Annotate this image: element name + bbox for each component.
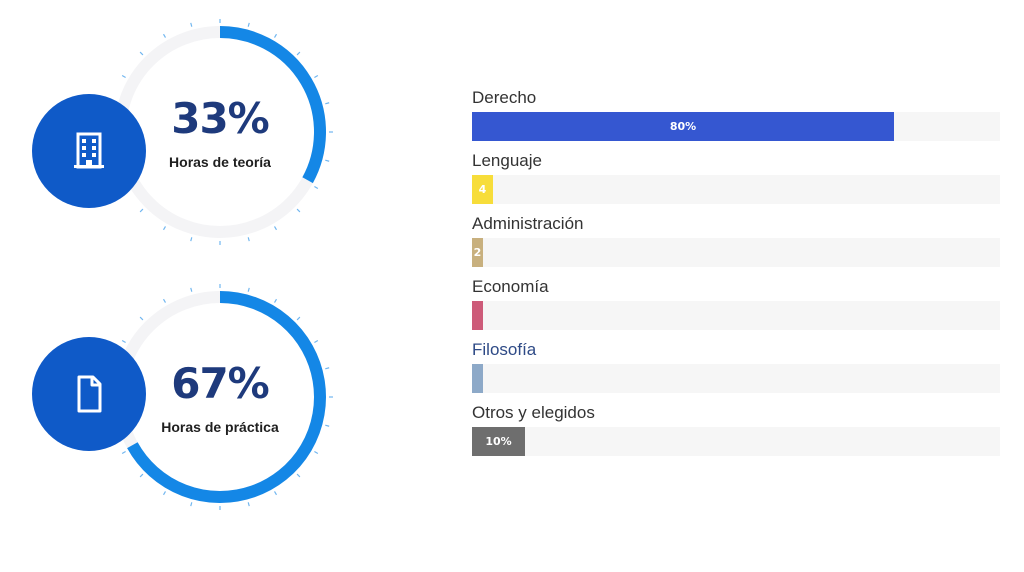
- gauge-tick: [139, 51, 144, 56]
- gauge-tick: [273, 226, 278, 231]
- gauge-tick: [247, 237, 250, 242]
- bar-fill: 10%: [472, 427, 525, 456]
- bar-row: Administración 2: [472, 212, 1000, 275]
- gauge-arc: [219, 26, 326, 184]
- gauge-tick: [247, 502, 250, 507]
- bar-fill: 2: [472, 238, 483, 267]
- bar-label: Economía: [472, 277, 549, 296]
- bar-track: 80%: [472, 112, 1000, 141]
- bar-track: 4: [472, 175, 1000, 204]
- gauge-tick: [139, 208, 144, 213]
- bar-row: Otros y elegidos 10%: [472, 401, 1000, 464]
- bar-label: Administración: [472, 214, 584, 233]
- gauge-arc: [127, 291, 326, 503]
- bar-fill: 80%: [472, 112, 894, 141]
- bar-row: Economía: [472, 275, 1000, 338]
- gauge-practica: 67% Horas de práctica: [0, 284, 360, 527]
- gauge-tick: [247, 287, 250, 292]
- bar-label: Otros y elegidos: [472, 403, 595, 422]
- bar-value-label: 80%: [669, 120, 697, 133]
- bar-label: Derecho: [472, 88, 537, 107]
- gauge-tick: [162, 33, 167, 38]
- gauge-tick: [296, 51, 301, 56]
- gauge-tick: [314, 185, 319, 190]
- bar-label: Filosofía: [472, 340, 537, 359]
- gauge-tick: [296, 208, 301, 213]
- bar-track: [472, 364, 1000, 393]
- bar-fill: 4: [472, 175, 493, 204]
- gauge-tick: [325, 424, 330, 427]
- gauge-badge: [32, 337, 146, 451]
- gauge-tick: [190, 22, 193, 27]
- gauge-tick: [314, 74, 319, 79]
- gauge-tick: [121, 74, 126, 79]
- gauge-tick: [314, 450, 319, 455]
- gauge-tick: [190, 502, 193, 507]
- gauge-tick: [325, 367, 330, 370]
- gauge-tick: [325, 159, 330, 162]
- gauge-tick: [162, 298, 167, 303]
- gauge-tick: [121, 339, 126, 344]
- gauge-caption: Horas de teoría: [169, 154, 271, 170]
- gauge-badge: [32, 94, 146, 208]
- bar-track: [472, 301, 1000, 330]
- gauge-value: 33%: [171, 94, 270, 143]
- gauge-caption: Horas de práctica: [161, 419, 279, 435]
- gauge-tick: [296, 473, 301, 478]
- building-icon: [74, 132, 104, 169]
- gauge-tick: [162, 491, 167, 496]
- gauge-tick: [247, 22, 250, 27]
- bar-value-label: 4: [478, 183, 487, 196]
- gauge-tick: [121, 450, 126, 455]
- gauge-tick: [273, 33, 278, 38]
- gauge-tick: [296, 316, 301, 321]
- gauge-tick: [139, 473, 144, 478]
- gauge-tick: [190, 287, 193, 292]
- bar-label: Lenguaje: [472, 151, 542, 170]
- bar-value-label: 2: [473, 246, 482, 259]
- gauge-value: 67%: [171, 359, 270, 408]
- bar-chart: Derecho 80% Lenguaje 4 Administración 2 Econom…: [472, 86, 1000, 464]
- bar-track: 2: [472, 238, 1000, 267]
- bar-fill: [472, 364, 483, 393]
- gauge-tick: [190, 237, 193, 242]
- bar-track: 10%: [472, 427, 1000, 456]
- gauge-tick: [273, 298, 278, 303]
- gauge-tick: [139, 316, 144, 321]
- bar-value-label: 10%: [485, 435, 512, 448]
- gauge-tick: [314, 339, 319, 344]
- bar-row: Derecho 80%: [472, 86, 1000, 149]
- document-icon: [77, 375, 102, 413]
- gauge-tick: [273, 491, 278, 496]
- bar-row: Filosofía: [472, 338, 1000, 401]
- bar-row: Lenguaje 4: [472, 149, 1000, 212]
- bar-fill: [472, 301, 483, 330]
- gauge-tick: [325, 102, 330, 105]
- gauge-teoria: 33% Horas de teoría: [0, 19, 360, 262]
- gauge-tick: [162, 226, 167, 231]
